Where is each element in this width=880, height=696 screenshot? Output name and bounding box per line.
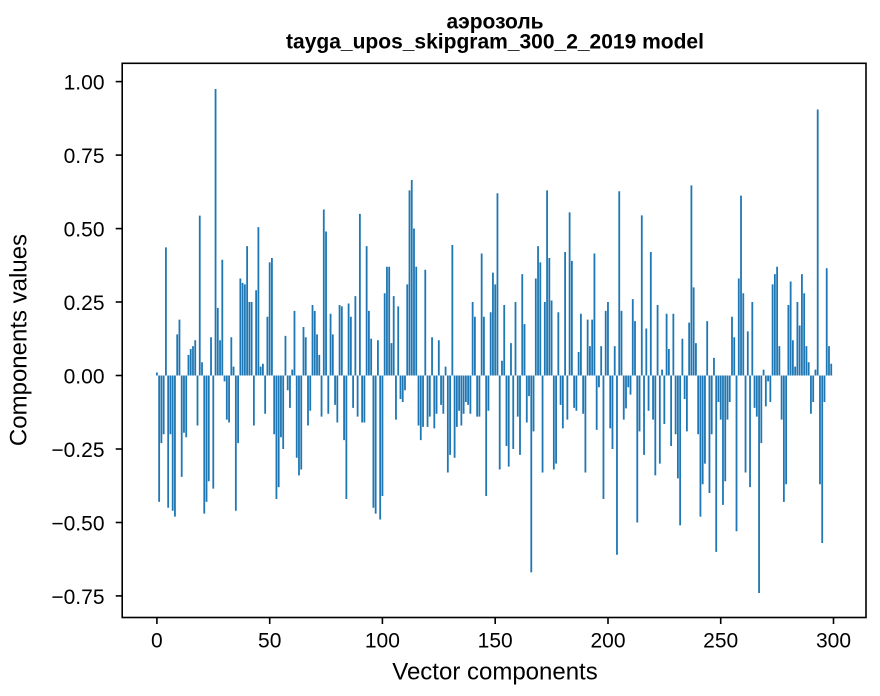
svg-text:250: 250	[703, 630, 738, 653]
svg-text:300: 300	[816, 630, 851, 653]
svg-text:150: 150	[478, 630, 513, 653]
svg-text:аэрозоль: аэрозоль	[446, 11, 543, 34]
svg-text:0.75: 0.75	[64, 145, 105, 168]
svg-text:Components values: Components values	[6, 234, 33, 446]
svg-text:200: 200	[590, 630, 625, 653]
svg-text:0.25: 0.25	[64, 292, 105, 315]
svg-text:1.00: 1.00	[64, 72, 105, 95]
svg-text:−0.75: −0.75	[51, 586, 104, 609]
svg-text:−0.50: −0.50	[51, 513, 104, 536]
svg-text:0.00: 0.00	[64, 366, 105, 389]
svg-text:50: 50	[258, 630, 281, 653]
svg-text:100: 100	[365, 630, 400, 653]
svg-text:tayga_upos_skipgram_300_2_2019: tayga_upos_skipgram_300_2_2019 model	[286, 31, 704, 54]
svg-text:Vector components: Vector components	[392, 659, 597, 686]
svg-text:0.50: 0.50	[64, 219, 105, 242]
svg-text:0: 0	[151, 630, 163, 653]
svg-text:−0.25: −0.25	[51, 439, 104, 462]
